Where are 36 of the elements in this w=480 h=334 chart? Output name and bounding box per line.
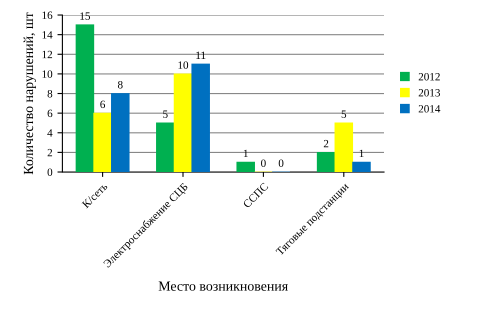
x-axis-title: Место возникновения — [158, 282, 288, 291]
legend-label: 2013 — [418, 89, 440, 96]
data-label: 1 — [360, 150, 364, 158]
data-label: 8 — [118, 80, 123, 88]
data-label: 0 — [261, 159, 266, 167]
y-tick-label: 2 — [48, 148, 52, 156]
data-label: 11 — [196, 52, 206, 59]
bar — [191, 64, 210, 172]
legend-label: 2012 — [418, 72, 440, 80]
data-label: 15 — [80, 12, 90, 20]
y-axis-title: Количество нарушений, шт — [24, 12, 36, 174]
bar — [316, 152, 336, 172]
bar — [334, 122, 354, 172]
bar — [156, 122, 175, 172]
y-tick-label: 6 — [48, 110, 52, 118]
bar — [352, 162, 371, 172]
data-label: 1 — [244, 150, 248, 158]
bar — [111, 93, 130, 172]
data-label: 5 — [163, 110, 168, 118]
bar — [174, 73, 192, 172]
y-tick-label: 8 — [48, 90, 52, 98]
data-label: 6 — [100, 100, 106, 108]
bar — [76, 24, 94, 172]
y-tick-label: 14 — [42, 31, 53, 39]
legend-label: 2014 — [418, 105, 440, 113]
data-label: 5 — [342, 110, 346, 118]
y-tick-label: 16 — [42, 12, 52, 19]
y-tick-label: 0 — [48, 168, 52, 176]
data-label: 0 — [278, 159, 284, 167]
y-tick-label: 4 — [47, 129, 53, 137]
data-label: 2 — [324, 140, 328, 148]
bar — [93, 112, 112, 172]
y-tick-label: 10 — [42, 70, 52, 78]
y-tick-label: 12 — [42, 50, 52, 58]
bar — [236, 162, 255, 172]
data-label: 10 — [178, 61, 188, 69]
